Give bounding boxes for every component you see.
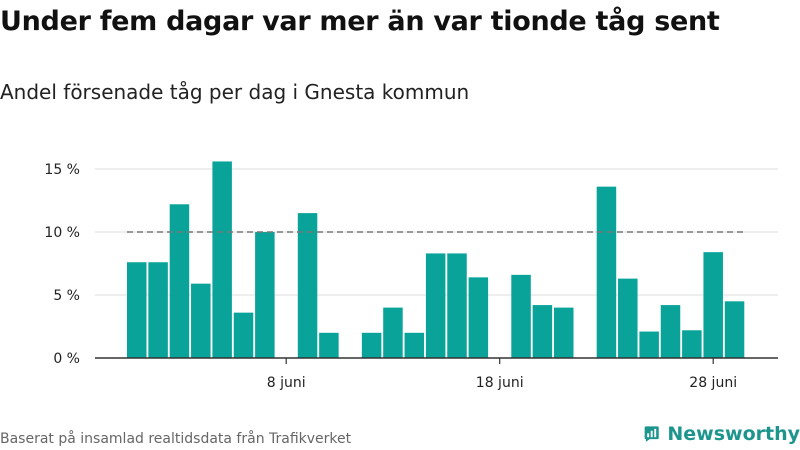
data-bar: [127, 262, 147, 358]
data-bar: [468, 277, 489, 358]
data-bar: [682, 330, 702, 358]
data-bar: [660, 305, 681, 358]
data-bar: [169, 204, 190, 358]
y-tick-label: 10 %: [44, 225, 80, 241]
x-tick-label: 28 juni: [689, 375, 737, 391]
x-tick-label: 18 juni: [476, 375, 524, 391]
data-bar: [447, 253, 467, 358]
bar-chart: 0 % 5 % 10 % 15 % 8 juni 18 juni 28 juni: [44, 161, 778, 391]
data-bar: [554, 307, 574, 358]
data-bar: [532, 305, 553, 358]
y-tick-label: 0 %: [53, 351, 80, 367]
source-note: Baserat på insamlad realtidsdata från Tr…: [0, 431, 352, 447]
data-bar: [297, 213, 318, 358]
data-bar: [383, 307, 403, 358]
data-bar: [511, 274, 531, 358]
data-bar: [639, 331, 659, 358]
data-bar: [319, 332, 339, 358]
data-bar: [618, 278, 638, 358]
brand-name: Newsworthy: [667, 423, 800, 445]
x-tick-label: 8 juni: [267, 375, 306, 391]
data-bar: [255, 232, 275, 358]
chart-subtitle: Andel försenade tåg per dag i Gnesta kom…: [0, 80, 470, 104]
data-bar: [425, 253, 446, 358]
data-bar: [724, 301, 745, 358]
data-bar: [212, 161, 232, 358]
data-bar: [596, 186, 617, 358]
data-bar: [703, 252, 723, 358]
data-bar: [233, 312, 254, 358]
newsworthy-logo-icon: [644, 426, 659, 442]
data-bar: [361, 332, 382, 358]
data-bar: [404, 332, 425, 358]
data-bar: [191, 283, 211, 358]
y-tick-label: 5 %: [53, 288, 80, 304]
chart-title: Under fem dagar var mer än var tionde tå…: [0, 6, 720, 37]
newsworthy-brand: Newsworthy: [644, 420, 800, 448]
data-bar: [148, 262, 168, 358]
y-tick-label: 15 %: [44, 162, 80, 178]
